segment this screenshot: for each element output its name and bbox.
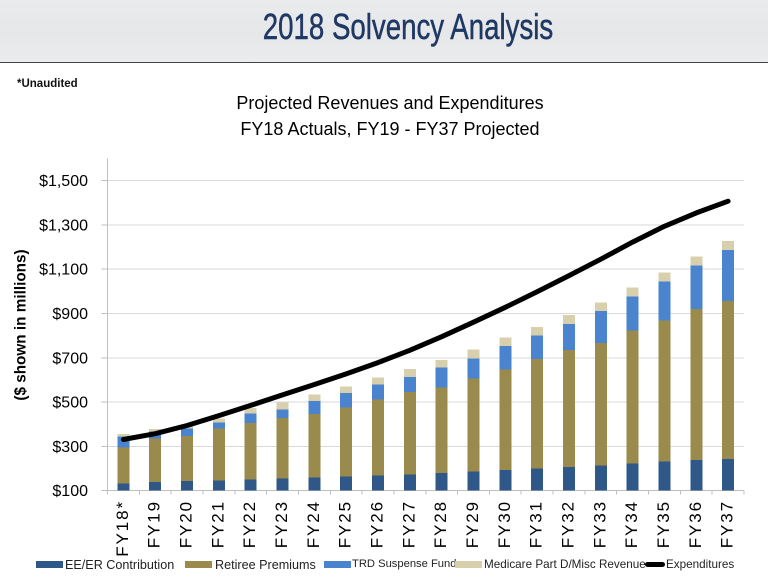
svg-text:$1,300: $1,300 (39, 217, 88, 234)
svg-text:FY26: FY26 (367, 500, 386, 548)
svg-text:FY22: FY22 (240, 500, 259, 548)
svg-text:FY30: FY30 (495, 500, 514, 548)
svg-text:FY21: FY21 (208, 500, 227, 548)
svg-text:$700: $700 (52, 350, 88, 367)
svg-text:$1,500: $1,500 (39, 173, 88, 190)
svg-text:FY32: FY32 (558, 500, 577, 548)
svg-text:FY20: FY20 (177, 500, 196, 548)
svg-text:FY29: FY29 (463, 500, 482, 548)
svg-text:$300: $300 (52, 439, 88, 456)
svg-text:FY25: FY25 (336, 500, 355, 548)
svg-text:FY27: FY27 (399, 500, 418, 548)
svg-text:FY35: FY35 (654, 500, 673, 548)
svg-text:FY36: FY36 (686, 500, 705, 548)
svg-text:($ shown in millions): ($ shown in millions) (13, 249, 30, 400)
svg-text:$1,100: $1,100 (39, 262, 88, 279)
svg-text:FY18*: FY18* (113, 500, 132, 557)
svg-text:FY31: FY31 (527, 500, 546, 548)
svg-text:FY19: FY19 (145, 500, 164, 548)
svg-text:FY24: FY24 (304, 500, 323, 548)
svg-text:FY23: FY23 (272, 500, 291, 548)
svg-text:$500: $500 (52, 395, 88, 412)
svg-text:FY37: FY37 (718, 500, 737, 548)
svg-text:$100: $100 (52, 483, 88, 500)
svg-text:$900: $900 (52, 306, 88, 323)
svg-text:FY34: FY34 (622, 500, 641, 548)
svg-text:FY28: FY28 (431, 500, 450, 548)
svg-text:FY33: FY33 (590, 500, 609, 548)
